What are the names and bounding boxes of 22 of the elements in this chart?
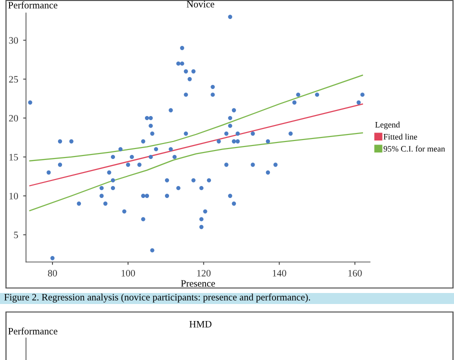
x-tick-label: 80 [48, 270, 57, 276]
x-tick-label: 120 [197, 270, 211, 276]
y-tick-label: 5 [14, 232, 18, 238]
line-series [29, 132, 363, 212]
text: Performance [8, 327, 58, 334]
x-tick-label: 140 [272, 270, 286, 276]
legend-label: Fitted line [384, 134, 418, 140]
y-axis-title: Performance [8, 1, 58, 8]
x-axis-title: Presence [181, 280, 215, 287]
legend-title: Legend [375, 122, 400, 130]
y-tick-label: 25 [9, 76, 18, 83]
chart-title: Novice [186, 0, 214, 8]
x-tick-label: 160 [348, 270, 362, 276]
caption: Figure 2. Regression analysis (novice participants: presence and performance). [4, 294, 310, 302]
line-series [29, 74, 363, 162]
x-tick-label: 100 [122, 270, 135, 276]
y-tick-label: 15 [9, 154, 18, 160]
y-tick-label: 10 [9, 192, 18, 200]
text: HMD [189, 320, 212, 328]
y-tick-label: 20 [9, 114, 18, 122]
legend-label: 95% C.I. for mean [384, 146, 445, 152]
y-tick-label: 30 [9, 37, 18, 44]
